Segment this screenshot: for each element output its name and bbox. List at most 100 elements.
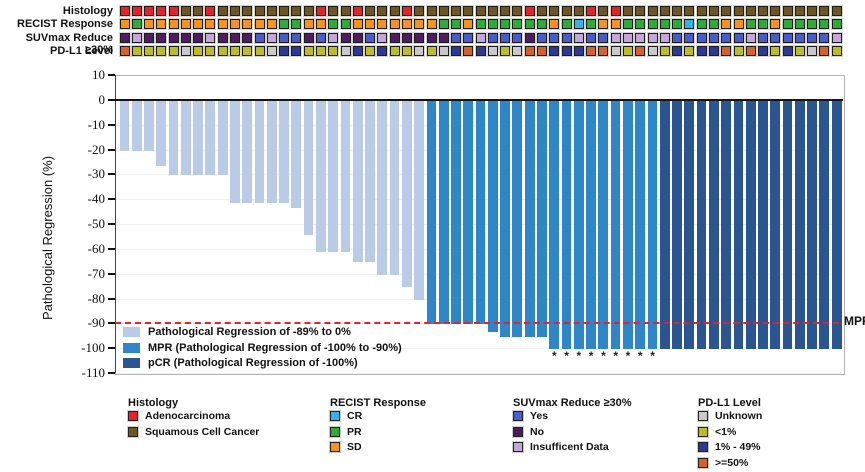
annotation-square (426, 19, 437, 30)
regression-bar (782, 101, 793, 350)
legend-item-label: <1% (715, 425, 737, 438)
annotation-square (389, 6, 400, 16)
annotation-square (438, 6, 449, 16)
regression-bar (451, 101, 461, 325)
annotation-square (598, 32, 609, 43)
annotation-square (635, 6, 646, 16)
annotation-square (659, 19, 670, 30)
legend-swatch (330, 411, 340, 421)
annotation-square (500, 19, 511, 30)
annotation-square (266, 19, 277, 30)
annotation-square (659, 6, 670, 16)
legend-item-label: PR (347, 425, 362, 438)
annotation-square (622, 45, 633, 56)
regression-bar (414, 101, 425, 300)
annotation-square (352, 6, 363, 16)
annotation-square (770, 32, 781, 43)
annotation-square (733, 6, 744, 16)
y-axis-tick (108, 322, 115, 325)
mpr-threshold-line (115, 322, 839, 325)
annotation-square (475, 32, 486, 43)
annotation-square (512, 45, 523, 56)
annotation-square (254, 6, 265, 16)
annotation-square (193, 45, 204, 56)
annotation-square (745, 32, 756, 43)
significance-asterisk: * (588, 349, 594, 363)
annotation-square (721, 19, 732, 30)
legend-item-label: 1% - 49% (715, 441, 761, 453)
annotation-square (807, 19, 818, 30)
annotation-square (279, 19, 290, 30)
annotation-square (315, 45, 326, 56)
annotation-square (230, 45, 241, 56)
annotation-square (807, 6, 818, 16)
y-axis-tick (108, 99, 115, 101)
annotation-square (328, 6, 339, 16)
y-axis-tick-label: -60 (87, 240, 105, 256)
annotation-square (807, 45, 818, 56)
annotation-square (647, 45, 658, 56)
annotation-square (758, 32, 769, 43)
regression-bar (315, 101, 326, 253)
legend-swatch (513, 411, 523, 421)
significance-asterisk: * (576, 349, 582, 363)
annotation-square (205, 32, 216, 43)
annotation-square (524, 19, 535, 30)
y-axis-tick-label: -10 (87, 116, 105, 132)
annotation-square (610, 19, 621, 30)
y-axis-line (115, 75, 116, 373)
annotation-square (205, 6, 216, 16)
legend-item-label: Squamous Cell Cancer (145, 425, 260, 438)
annotation-square (708, 6, 719, 16)
regression-bar (279, 101, 289, 203)
annotation-square (254, 32, 265, 43)
regression-bar (180, 101, 191, 176)
annotation-square (230, 19, 241, 30)
plot-legend-swatch (123, 342, 140, 353)
annotation-square (144, 32, 155, 43)
legend-item-label: SD (347, 441, 362, 453)
annotation-square (451, 6, 462, 16)
regression-bar (168, 101, 179, 176)
annotation-square (352, 45, 363, 56)
annotation-square (463, 19, 474, 30)
annotation-square (512, 6, 523, 16)
annotation-square (131, 6, 142, 16)
annotation-square (573, 32, 584, 43)
annotation-square (291, 6, 302, 16)
regression-bar (721, 101, 732, 350)
regression-bar (684, 101, 695, 350)
annotation-square (524, 45, 535, 56)
y-axis-tick (108, 297, 115, 300)
annotation-square (672, 6, 683, 16)
legend-swatch (330, 442, 340, 452)
y-axis-tick (108, 198, 115, 201)
regression-bar (475, 101, 486, 325)
legend-item-label: Unknown (715, 410, 763, 422)
annotation-square (463, 45, 474, 56)
annotation-square (279, 32, 290, 43)
annotation-square (500, 6, 511, 16)
annotation-square (389, 32, 400, 43)
annotation-square (242, 6, 253, 16)
annotation-square (500, 45, 511, 56)
regression-bar (672, 101, 682, 350)
annotation-square (696, 6, 707, 16)
annotation-square (328, 19, 339, 30)
annotation-square (512, 19, 523, 30)
plot-legend-swatch (123, 327, 140, 337)
regression-bar (549, 101, 560, 350)
annotation-square (315, 32, 326, 43)
annotation-square (352, 19, 363, 30)
annotation-square (193, 19, 204, 30)
annotation-square (168, 19, 179, 30)
y-axis-tick (108, 223, 115, 226)
annotation-square (598, 45, 609, 56)
y-axis-tick-label: -90 (87, 315, 105, 331)
annotation-square (144, 19, 155, 30)
y-axis-tick (108, 123, 115, 126)
annotation-square (156, 6, 167, 16)
annotation-square (622, 32, 633, 43)
annotation-square (586, 32, 597, 43)
annotation-square (144, 45, 155, 56)
